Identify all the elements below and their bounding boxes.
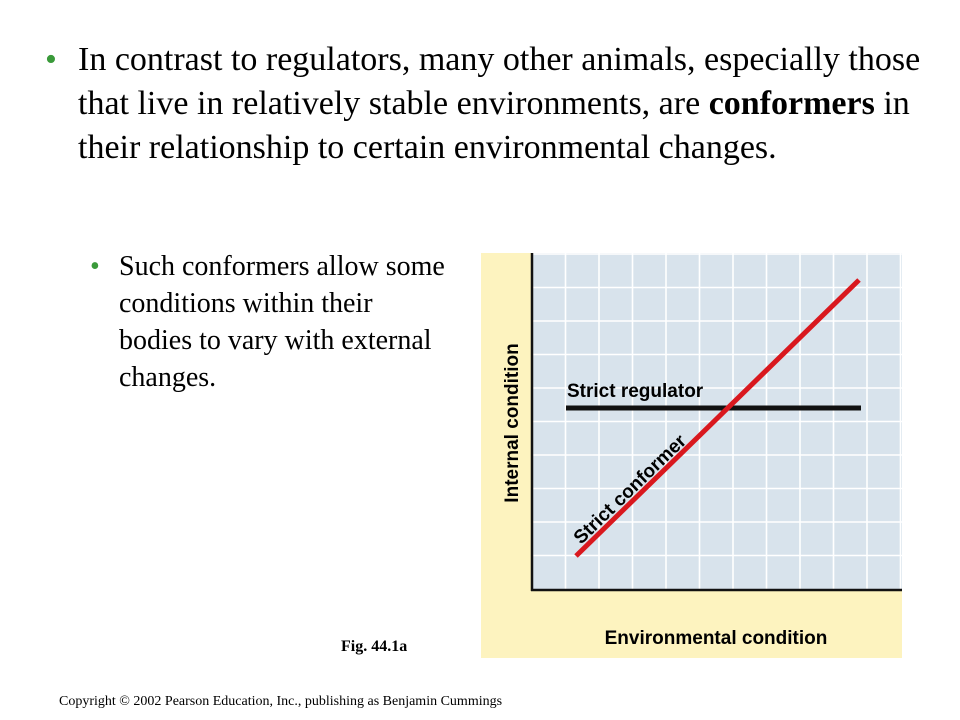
bold-term-conformers: conformers [708, 85, 875, 122]
main-text-after: in their relationship to certain environ… [78, 85, 910, 166]
sub-bullet: • Such conformers allow some conditions … [90, 248, 450, 396]
main-text-before: In contrast to regulators, many other an… [78, 41, 921, 122]
x-axis-label: Environmental condition [605, 628, 828, 649]
copyright-footer: Copyright © 2002 Pearson Education, Inc.… [59, 694, 503, 709]
main-bullet: • In contrast to regulators, many other … [45, 38, 925, 170]
sub-bullet-text: Such conformers allow some conditions wi… [119, 251, 445, 393]
sub-bullet-dot-icon: • [90, 251, 100, 282]
main-bullet-text: In contrast to regulators, many other an… [78, 38, 925, 170]
strict-regulator-label: Strict regulator [567, 381, 704, 402]
figure-caption: Fig. 44.1a [341, 638, 408, 655]
bullet-dot-icon: • [45, 41, 57, 78]
y-axis-label: Internal condition [502, 343, 523, 502]
strict-conformer-line [574, 278, 861, 558]
figure-panel: Strict regulator Strict conformer Intern… [481, 253, 902, 658]
regulator-conformer-diagram: Strict regulator Strict conformer Intern… [502, 253, 902, 649]
